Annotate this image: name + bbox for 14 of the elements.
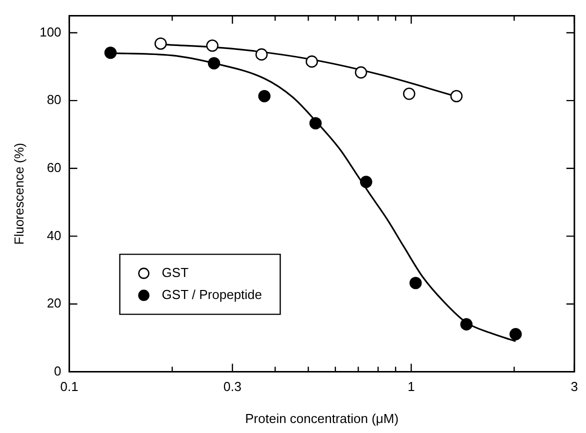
y-tick-label: 100 [40, 24, 62, 40]
x-axis-title: Protein concentration (μM) [245, 410, 399, 426]
x-tick-label: 0.1 [60, 379, 78, 394]
legend-label: GST [162, 264, 189, 280]
y-tick-label: 20 [46, 296, 62, 311]
y-axis-title: Fluorescence (%) [11, 142, 26, 245]
x-tick-label: 3 [570, 379, 578, 394]
y-tick-label: 40 [46, 228, 62, 243]
y-tick-label: 80 [46, 92, 62, 108]
y-tick-label: 60 [46, 160, 62, 175]
x-tick-label: 0.3 [223, 379, 242, 394]
y-tick-label: 0 [54, 363, 62, 378]
legend-label: GST / Propeptide [162, 286, 262, 302]
x-tick-label: 1 [408, 379, 415, 394]
